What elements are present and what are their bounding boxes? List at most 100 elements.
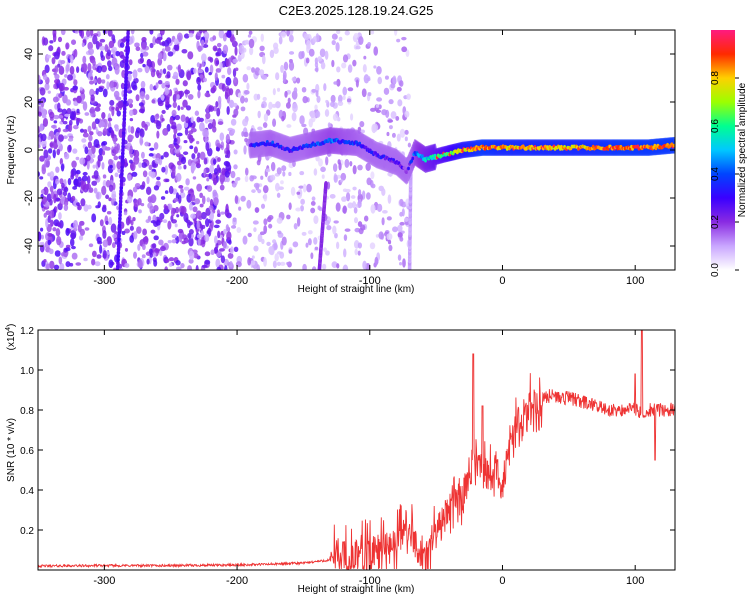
- noise-mark: [249, 46, 254, 56]
- noise-mark: [305, 57, 310, 64]
- noise-mark: [397, 99, 403, 107]
- noise-mark: [52, 227, 57, 232]
- noise-mark: [91, 258, 96, 266]
- noise-mark: [92, 34, 98, 45]
- noise-mark: [262, 55, 266, 65]
- noise-mark: [360, 224, 366, 231]
- noise-mark: [166, 37, 172, 44]
- noise-mark: [319, 48, 326, 58]
- noise-mark: [62, 128, 69, 133]
- noise-mark: [344, 158, 350, 169]
- noise-mark: [57, 108, 63, 113]
- noise-mark: [67, 137, 74, 142]
- noise-mark: [324, 109, 330, 117]
- noise-mark: [107, 60, 112, 68]
- noise-mark: [244, 137, 249, 143]
- colorbar-label: Normalized spectral amplitude: [737, 82, 748, 217]
- noise-mark: [153, 205, 159, 212]
- noise-mark: [43, 186, 49, 196]
- noise-mark: [95, 88, 99, 95]
- noise-mark: [366, 177, 372, 186]
- noise-mark: [185, 105, 192, 111]
- noise-mark: [60, 252, 66, 257]
- noise-mark: [310, 207, 316, 214]
- noise-mark: [246, 82, 250, 91]
- noise-mark: [281, 115, 285, 122]
- noise-mark: [173, 38, 179, 45]
- noise-mark: [224, 265, 228, 270]
- noise-mark: [164, 81, 170, 86]
- noise-mark: [144, 141, 150, 147]
- noise-mark: [257, 188, 262, 194]
- noise-mark: [157, 100, 164, 107]
- noise-mark: [270, 174, 276, 181]
- noise-mark: [226, 142, 230, 152]
- noise-mark: [132, 69, 138, 79]
- noise-mark: [128, 59, 133, 66]
- noise-mark: [208, 72, 212, 76]
- noise-mark: [48, 248, 54, 255]
- noise-mark: [253, 182, 260, 188]
- noise-mark: [308, 48, 315, 57]
- noise-mark: [299, 171, 305, 176]
- noise-mark: [197, 69, 204, 74]
- spectrogram-y-axis-label: Frequency (Hz): [6, 116, 17, 185]
- noise-mark: [204, 137, 209, 142]
- noise-mark: [57, 222, 62, 228]
- noise-mark: [106, 81, 110, 90]
- colorbar-tick-label: 0.0: [710, 263, 721, 277]
- noise-mark: [347, 87, 354, 92]
- noise-mark: [353, 32, 359, 39]
- chart-title: C2E3.2025.128.19.24.G25: [279, 3, 434, 18]
- noise-mark: [236, 227, 242, 233]
- noise-mark: [336, 263, 340, 269]
- noise-mark: [228, 261, 233, 268]
- noise-mark: [205, 218, 210, 228]
- noise-mark: [341, 62, 347, 69]
- noise-mark: [65, 227, 70, 236]
- noise-mark: [115, 50, 120, 57]
- snr-y-ticks: 0.2 0.4 0.6 0.8 1.0 1.2: [20, 326, 675, 537]
- noise-mark: [261, 238, 265, 245]
- noise-mark: [372, 123, 379, 132]
- noise-mark: [220, 255, 226, 264]
- noise-mark: [199, 192, 204, 199]
- noise-mark: [156, 72, 162, 79]
- noise-mark: [185, 178, 190, 186]
- noise-mark: [315, 89, 319, 98]
- noise-mark: [42, 74, 48, 81]
- noise-mark: [155, 82, 159, 89]
- noise-mark: [197, 237, 201, 246]
- ridge-mark: [653, 143, 657, 148]
- noise-mark: [298, 188, 303, 197]
- noise-mark: [365, 192, 371, 200]
- noise-mark: [81, 41, 85, 48]
- noise-mark: [85, 183, 91, 190]
- noise-mark: [58, 212, 62, 220]
- noise-mark: [183, 164, 187, 170]
- noise-mark: [167, 64, 173, 71]
- noise-mark: [44, 82, 50, 91]
- noise-mark: [77, 223, 82, 233]
- noise-mark: [251, 67, 255, 73]
- noise-mark: [381, 188, 386, 196]
- noise-mark: [282, 74, 286, 84]
- noise-mark: [194, 110, 200, 116]
- noise-mark: [369, 242, 376, 250]
- noise-mark: [157, 79, 163, 85]
- noise-mark: [181, 49, 188, 54]
- noise-mark: [101, 145, 108, 151]
- noise-mark: [109, 164, 113, 169]
- noise-mark: [71, 195, 76, 202]
- noise-mark: [230, 246, 234, 255]
- noise-mark: [66, 107, 72, 115]
- snr-background: [38, 330, 675, 570]
- y-tick-label: 40: [23, 48, 35, 60]
- snr-series-line: [38, 330, 675, 570]
- noise-mark: [180, 106, 184, 110]
- noise-mark: [141, 254, 146, 259]
- noise-mark: [254, 207, 259, 213]
- noise-mark: [258, 69, 265, 76]
- noise-mark: [325, 250, 330, 256]
